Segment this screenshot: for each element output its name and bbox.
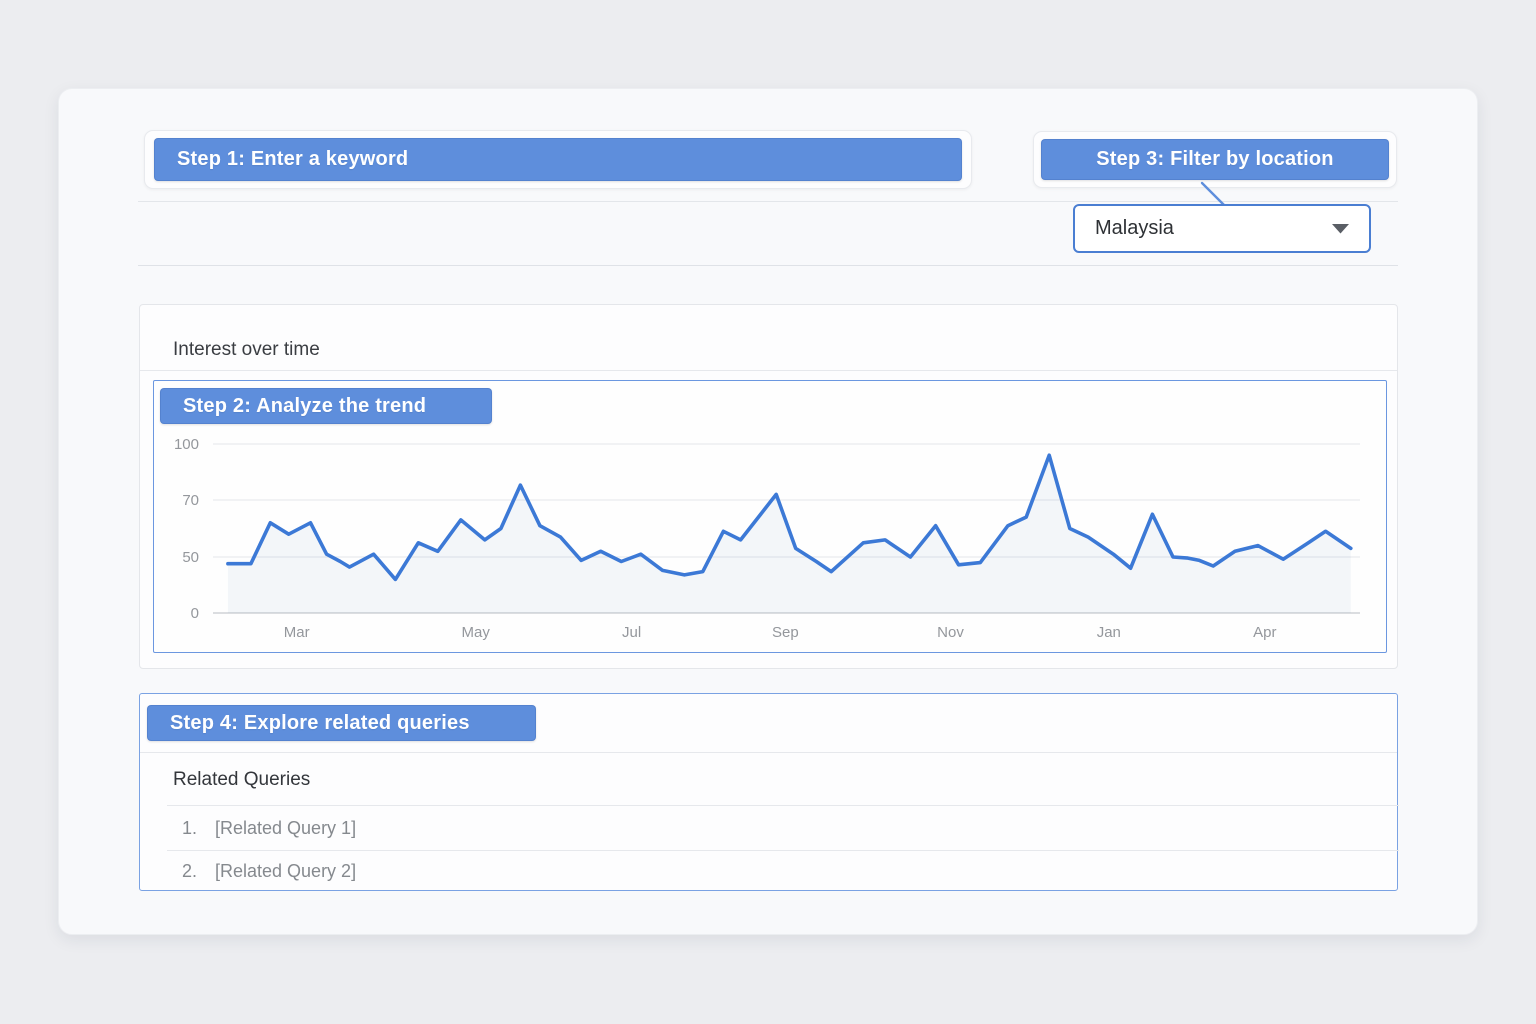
svg-text:Nov: Nov bbox=[937, 624, 964, 641]
trend-chart-box: 100 70 50 0 Mar May Jul Sep Nov Jan Apr Step 2: An… bbox=[153, 380, 1387, 653]
chevron-down-icon bbox=[1332, 223, 1349, 233]
page-card: Step 1: Enter a keyword Step 3: Filter b… bbox=[58, 88, 1478, 935]
queries-divider-top bbox=[140, 752, 1397, 753]
step2-callout: Step 2: Analyze the trend bbox=[160, 388, 492, 424]
svg-text:0: 0 bbox=[191, 605, 199, 622]
step4-callout: Step 4: Explore related queries bbox=[147, 705, 536, 741]
queries-row-divider bbox=[167, 850, 1399, 851]
related-queries-card: Step 4: Explore related queries Related … bbox=[139, 693, 1399, 891]
step3-callout-box: Step 3: Filter by location bbox=[1033, 131, 1397, 188]
step3-callout: Step 3: Filter by location bbox=[1041, 139, 1389, 180]
svg-text:Apr: Apr bbox=[1253, 624, 1276, 641]
trend-card-divider bbox=[140, 370, 1397, 371]
query-index: 2. bbox=[182, 860, 198, 881]
header-divider bbox=[138, 201, 1398, 202]
queries-row-divider bbox=[167, 805, 1399, 806]
svg-text:May: May bbox=[461, 624, 490, 641]
interest-over-time-card: Interest over time 100 70 50 0 Mar May Jul Sep N… bbox=[139, 304, 1398, 669]
query-index: 1. bbox=[182, 817, 198, 838]
callout-connector-line bbox=[1200, 181, 1226, 207]
related-query-item-1[interactable]: 1. [Related Query 1] bbox=[140, 816, 1397, 840]
toolbar-divider bbox=[138, 265, 1398, 266]
svg-text:Sep: Sep bbox=[772, 624, 799, 641]
query-label: [Related Query 2] bbox=[215, 860, 357, 881]
location-value: Malaysia bbox=[1095, 217, 1174, 239]
svg-text:70: 70 bbox=[182, 492, 199, 509]
svg-text:Jul: Jul bbox=[622, 624, 641, 641]
svg-text:100: 100 bbox=[174, 436, 199, 453]
step1-callout: Step 1: Enter a keyword bbox=[154, 138, 962, 181]
svg-text:Mar: Mar bbox=[284, 624, 310, 641]
related-query-item-2[interactable]: 2. [Related Query 2] bbox=[140, 859, 1397, 883]
related-queries-heading: Related Queries bbox=[173, 769, 311, 790]
keyword-search-box[interactable]: Step 1: Enter a keyword bbox=[144, 130, 972, 189]
interest-line-chart: 100 70 50 0 Mar May Jul Sep Nov Jan Apr bbox=[174, 436, 1360, 641]
svg-text:50: 50 bbox=[182, 549, 199, 566]
query-label: [Related Query 1] bbox=[215, 817, 357, 838]
trend-card-title: Interest over time bbox=[173, 339, 320, 360]
svg-text:Jan: Jan bbox=[1097, 624, 1121, 641]
location-dropdown[interactable]: Malaysia bbox=[1073, 204, 1371, 253]
